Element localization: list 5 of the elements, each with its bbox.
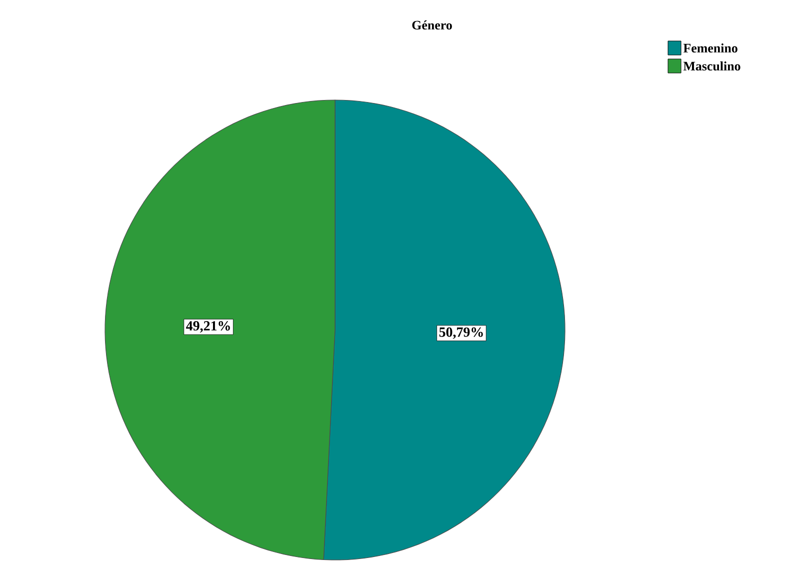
legend-label: Femenino [683, 43, 738, 53]
chart-title: Género [412, 20, 452, 30]
data-label: 50,79% [439, 327, 483, 339]
data-label: 49,21% [186, 321, 230, 333]
legend-label: Masculino [683, 61, 740, 71]
